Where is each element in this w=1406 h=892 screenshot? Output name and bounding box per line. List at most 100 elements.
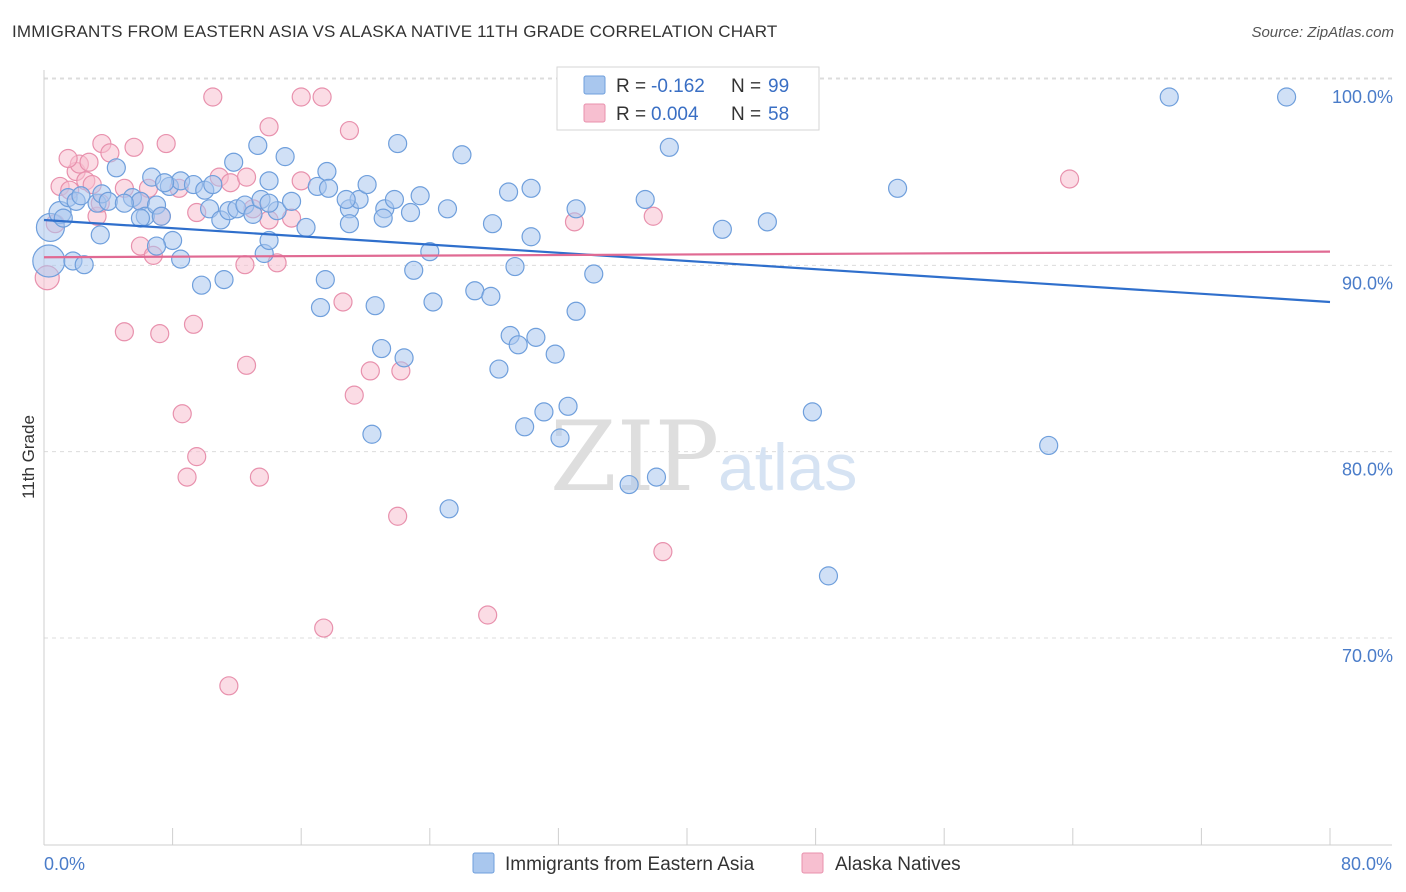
- point-eastern-asia: [584, 264, 604, 284]
- point-eastern-asia: [154, 173, 175, 193]
- point-eastern-asia: [489, 359, 509, 379]
- point-eastern-asia: [545, 344, 565, 364]
- point-eastern-asia: [151, 206, 171, 226]
- stats-n-value-pink: 58: [768, 104, 789, 125]
- point-eastern-asia: [1039, 435, 1059, 456]
- y-tick-label-70: 70.0%: [1342, 646, 1393, 666]
- point-eastern-asia: [203, 174, 223, 195]
- stats-legend-swatch-blue: [583, 75, 606, 95]
- point-eastern-asia: [1276, 87, 1297, 107]
- point-eastern-asia: [259, 171, 279, 191]
- legend-label-eastern-asia: Immigrants from Eastern Asia: [505, 854, 755, 875]
- point-eastern-asia: [400, 202, 421, 223]
- point-alaska-natives: [267, 253, 287, 273]
- point-alaska-natives: [333, 292, 353, 312]
- point-alaska-natives: [220, 173, 241, 193]
- point-eastern-asia: [423, 292, 443, 312]
- point-alaska-natives: [236, 355, 257, 375]
- x-tick-label-max: 80.0%: [1341, 854, 1392, 874]
- point-eastern-asia: [259, 193, 279, 213]
- stats-r-label-blue: R =: [616, 76, 646, 97]
- y-axis-tick-labels: 70.0% 80.0% 90.0% 100.0%: [1332, 87, 1393, 666]
- y-tick-label-90: 90.0%: [1342, 273, 1393, 293]
- stats-r-value-blue: -0.162: [651, 76, 705, 97]
- series-immigrants-eastern-asia: [32, 85, 1297, 586]
- y-tick-label-80: 80.0%: [1342, 460, 1393, 480]
- point-eastern-asia: [224, 152, 244, 172]
- point-eastern-asia: [146, 236, 167, 256]
- point-eastern-asia: [452, 145, 472, 165]
- point-eastern-asia: [437, 199, 458, 219]
- point-alaska-natives: [58, 148, 78, 169]
- point-alaska-natives: [314, 618, 334, 638]
- watermark-zip: ZIP: [550, 401, 719, 513]
- point-eastern-asia: [243, 204, 263, 224]
- point-alaska-natives: [339, 120, 360, 141]
- point-eastern-asia: [336, 189, 356, 210]
- y-tick-label-100: 100.0%: [1332, 87, 1393, 107]
- point-eastern-asia: [566, 199, 586, 219]
- trend-lines: [43, 218, 1331, 304]
- point-eastern-asia: [373, 208, 393, 228]
- axes: [43, 70, 1392, 846]
- point-eastern-asia: [259, 230, 279, 251]
- point-eastern-asia: [388, 133, 408, 154]
- point-eastern-asia: [521, 178, 541, 198]
- x-axis-ticks: [43, 828, 1331, 845]
- point-alaska-natives: [79, 152, 99, 172]
- point-eastern-asia: [71, 186, 91, 206]
- point-eastern-asia: [371, 338, 392, 359]
- point-alaska-natives: [643, 206, 663, 226]
- point-alaska-natives: [388, 506, 408, 526]
- chart-title: IMMIGRANTS FROM EASTERN ASIA VS ALASKA N…: [12, 22, 778, 41]
- point-eastern-asia: [98, 191, 118, 211]
- point-eastern-asia: [384, 189, 405, 210]
- point-alaska-natives: [259, 117, 279, 137]
- point-alaska-natives: [203, 87, 223, 107]
- point-eastern-asia: [757, 212, 777, 232]
- point-alaska-natives: [344, 385, 364, 405]
- point-eastern-asia: [635, 189, 655, 210]
- point-eastern-asia: [646, 467, 667, 487]
- point-eastern-asia: [163, 230, 183, 251]
- point-eastern-asia: [191, 275, 212, 295]
- stats-n-label-blue: N =: [731, 76, 761, 97]
- point-eastern-asia: [619, 474, 639, 495]
- point-alaska-natives: [291, 171, 311, 191]
- stats-n-label-pink: N =: [731, 104, 761, 125]
- point-eastern-asia: [130, 208, 151, 228]
- point-alaska-natives: [249, 467, 270, 487]
- point-eastern-asia: [281, 191, 302, 211]
- legend-swatch-eastern-asia: [472, 852, 495, 874]
- point-eastern-asia: [106, 158, 126, 178]
- x-tick-label-min: 0.0%: [44, 854, 85, 874]
- point-eastern-asia: [410, 186, 430, 206]
- trend-line-alaska-natives: [43, 250, 1331, 259]
- series-legend: Immigrants from Eastern Asia Alaska Nati…: [472, 852, 961, 875]
- stats-n-value-blue: 99: [768, 76, 789, 97]
- point-eastern-asia: [32, 244, 66, 278]
- point-eastern-asia: [802, 402, 822, 422]
- point-alaska-natives: [150, 324, 170, 344]
- point-eastern-asia: [357, 174, 377, 195]
- point-alaska-natives: [124, 137, 144, 157]
- point-alaska-natives: [478, 605, 498, 625]
- point-eastern-asia: [394, 348, 414, 368]
- watermark-atlas: atlas: [718, 430, 857, 504]
- point-alaska-natives: [219, 676, 239, 696]
- point-alaska-natives: [312, 87, 332, 107]
- point-eastern-asia: [526, 327, 546, 347]
- point-alaska-natives: [187, 447, 207, 467]
- point-eastern-asia: [439, 499, 459, 519]
- stats-legend-swatch-pink: [583, 103, 606, 123]
- point-alaska-natives: [235, 255, 255, 275]
- point-eastern-asia: [365, 296, 385, 316]
- point-alaska-natives: [172, 404, 192, 424]
- point-eastern-asia: [566, 301, 586, 321]
- y-axis-label: 11th Grade: [19, 415, 38, 499]
- point-eastern-asia: [171, 249, 191, 269]
- point-eastern-asia: [214, 270, 234, 290]
- point-eastern-asia: [505, 256, 525, 277]
- point-eastern-asia: [465, 281, 485, 301]
